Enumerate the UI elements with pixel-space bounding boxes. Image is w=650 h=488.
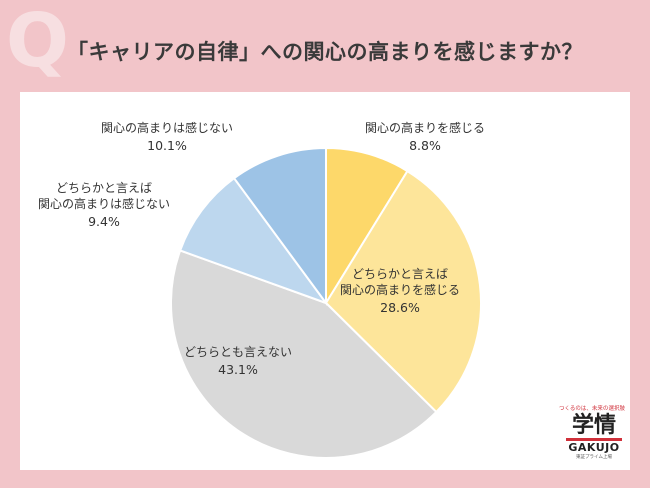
slice-label-2-line-1: どちらかと言えば (352, 267, 448, 281)
slice-value-5: 10.1% (147, 138, 187, 153)
logo-main: 学情 (571, 413, 616, 438)
slice-value-4: 9.4% (88, 214, 120, 229)
slice-value-2: 28.6% (380, 300, 420, 315)
slice-label-4-line-1: どちらかと言えば (56, 181, 152, 195)
pie-chart: 関心の高まりを感じる8.8%どちらかと言えば関心の高まりを感じる28.6%どちら… (38, 120, 485, 460)
pie-slice-5 (232, 146, 327, 307)
page-title: 「キャリアの自律」への関心の高まりを感じますか？ (67, 40, 583, 64)
chart-card: 関心の高まりを感じる 8.8% どちらかと言えば 関心の高まりを感じる 28.6% どちら… (20, 92, 630, 470)
pie-slice-2 (324, 169, 482, 414)
slice-label-1-line-1: 関心の高まりを感じる (365, 120, 485, 135)
slice-label-2-line-2: 関心の高まりを感じる (340, 282, 460, 297)
slice-label-3-line-1: どちらとも言えない (184, 345, 292, 359)
pie-slice-1 (325, 146, 409, 307)
slice-value-1: 8.8% (409, 138, 441, 153)
header: Q 「キャリアの自律」への関心の高まりを感じますか？ (0, 0, 650, 92)
logo-tagline: つくるのは、未来の選択肢 (559, 406, 625, 412)
slice-value-3: 43.1% (218, 362, 258, 377)
pie-slice-3 (170, 249, 438, 460)
gakujo-logo: つくるのは、未来の選択肢 学情 GAKUJO 東証プライム上場 (559, 404, 626, 466)
slice-label-4-line-2: 関心の高まりは感じない (38, 196, 170, 211)
pie-slice-4 (178, 176, 329, 306)
logo-bar (566, 438, 622, 442)
logo-en: GAKUJO (568, 441, 620, 455)
q-letter: Q (6, 0, 69, 84)
slice-label-5-line-1: 関心の高まりは感じない (101, 120, 233, 135)
logo-sub: 東証プライム上場 (576, 455, 612, 461)
